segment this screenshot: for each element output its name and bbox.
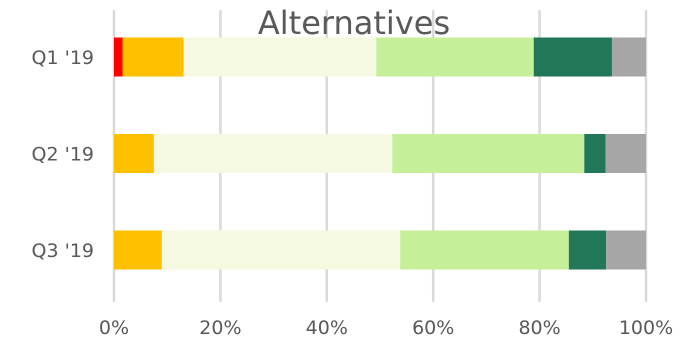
bar-segment (584, 134, 606, 173)
bar-segment (568, 230, 607, 270)
bar-segment (161, 230, 401, 270)
chart-title: Alternatives (258, 4, 450, 42)
bar-segment (153, 134, 393, 173)
bar-segment (392, 134, 585, 173)
bar-segment (183, 37, 377, 77)
bar-segment (611, 37, 646, 77)
bar-segment (114, 230, 162, 270)
bar-segment (606, 230, 646, 270)
x-tick-label: 0% (99, 317, 129, 339)
x-tick-label: 100% (619, 317, 673, 339)
x-tick-label: 60% (412, 317, 454, 339)
bar-segment (400, 230, 569, 270)
bar-segment (114, 134, 154, 173)
bar-segments (114, 37, 646, 270)
category-label: Q1 '19 (32, 47, 94, 69)
x-tick-label: 40% (306, 317, 348, 339)
bar-segment (376, 37, 534, 77)
category-label: Q2 '19 (32, 144, 94, 166)
x-tick-label: 80% (518, 317, 560, 339)
bar-segment (114, 37, 123, 77)
bar-segment (605, 134, 646, 173)
bar-segment (122, 37, 184, 77)
x-tick-label: 20% (199, 317, 241, 339)
x-tick-labels: 0% 20% 40% 60% 80% 100% (99, 317, 673, 339)
category-label: Q3 '19 (32, 240, 94, 262)
bar-segment (533, 37, 612, 77)
category-labels: Q1 '19 Q2 '19 Q3 '19 (32, 47, 94, 262)
